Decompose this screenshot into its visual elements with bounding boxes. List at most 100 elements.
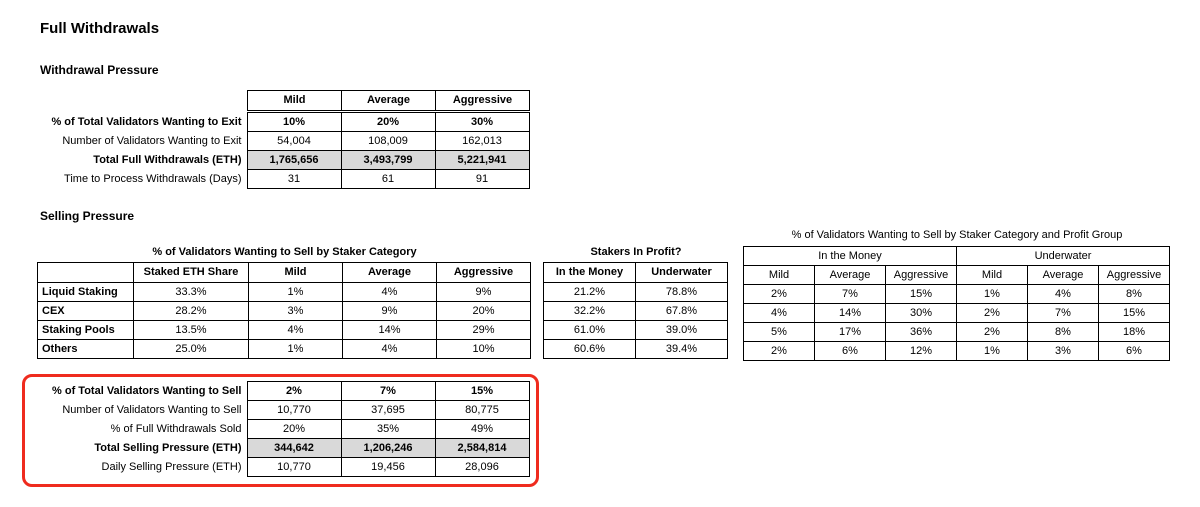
scenario-header-average: Average	[341, 90, 436, 111]
cell: 5,221,941	[434, 150, 530, 170]
cell: 28.2%	[133, 301, 249, 321]
cell: 30%	[885, 303, 957, 323]
cell: 20%	[246, 419, 342, 439]
cell: 4%	[342, 282, 437, 302]
table-row: Staked ETH Share Mild Average Aggressive	[37, 262, 531, 283]
table-row: Total Selling Pressure (ETH) 344,642 1,2…	[1, 438, 530, 458]
table-row: Number of Validators Wanting to Exit 54,…	[1, 131, 530, 151]
cell: 3%	[248, 301, 343, 321]
cell: 15%	[885, 284, 957, 304]
table-row: % of Full Withdrawals Sold 20% 35% 49%	[1, 419, 530, 439]
cell: 1%	[248, 282, 343, 302]
page-title: Full Withdrawals	[40, 20, 160, 37]
subcolumn-header-average: Average	[1027, 265, 1099, 285]
cell: 32.2%	[543, 301, 636, 321]
row-label: Number of Validators Wanting to Exit	[62, 135, 242, 147]
cell: 21.2%	[543, 282, 636, 302]
cell: 12%	[885, 341, 957, 361]
cell: 2%	[956, 303, 1028, 323]
table-row: In the Money Underwater	[743, 246, 1170, 266]
cell: 4%	[743, 303, 815, 323]
cell: 61.0%	[543, 320, 636, 340]
cell: 91	[434, 169, 530, 189]
cell: 1%	[248, 339, 343, 359]
cell: 3%	[1027, 341, 1099, 361]
table-row: Mild Average Aggressive Mild Average Agg…	[743, 265, 1170, 285]
row-label: Daily Selling Pressure (ETH)	[101, 461, 242, 473]
cell: 33.3%	[133, 282, 249, 302]
cell: 17%	[814, 322, 886, 342]
cell: 35%	[340, 419, 436, 439]
cell: 54,004	[246, 131, 342, 151]
cell: 39.0%	[635, 320, 728, 340]
by-category-profit-table: In the Money Underwater Mild Average Agg…	[743, 246, 1170, 361]
table-row: 61.0% 39.0%	[543, 320, 728, 340]
row-label: CEX	[37, 301, 134, 321]
subcolumn-header-mild: Mild	[956, 265, 1028, 285]
table-row: Mild Average Aggressive	[247, 90, 530, 111]
column-header-average: Average	[342, 262, 437, 283]
by-category-table: Staked ETH Share Mild Average Aggressive…	[37, 262, 531, 359]
by-category-profit-title: % of Validators Wanting to Sell by Stake…	[791, 229, 1123, 241]
cell: 60.6%	[543, 339, 636, 359]
cell: 5%	[743, 322, 815, 342]
withdrawal-pressure-table: % of Total Validators Wanting to Exit 10…	[1, 112, 530, 189]
cell: 8%	[1027, 322, 1099, 342]
subcolumn-header-mild: Mild	[743, 265, 815, 285]
subcolumn-header-average: Average	[814, 265, 886, 285]
cell: 4%	[1027, 284, 1099, 304]
row-label: Staking Pools	[37, 320, 134, 340]
table-row: Total Full Withdrawals (ETH) 1,765,656 3…	[1, 150, 530, 170]
cell: 1%	[956, 341, 1028, 361]
cell: 39.4%	[635, 339, 728, 359]
table-row: 5% 17% 36% 2% 8% 18%	[743, 322, 1170, 342]
cell: 49%	[434, 419, 530, 439]
cell: 20%	[436, 301, 531, 321]
column-header-aggressive: Aggressive	[436, 262, 531, 283]
stakers-in-profit-title: Stakers In Profit?	[590, 246, 682, 258]
row-label: Liquid Staking	[37, 282, 134, 302]
cell: 19,456	[340, 457, 436, 477]
table-row: Number of Validators Wanting to Sell 10,…	[1, 400, 530, 420]
cell: 10%	[436, 339, 531, 359]
table-row: Daily Selling Pressure (ETH) 10,770 19,4…	[1, 457, 530, 477]
table-row: 2% 7% 15% 1% 4% 8%	[743, 284, 1170, 304]
table-row: 4% 14% 30% 2% 7% 15%	[743, 303, 1170, 323]
cell: 2,584,814	[434, 438, 530, 458]
cell: 80,775	[434, 400, 530, 420]
withdrawal-pressure-heading: Withdrawal Pressure	[40, 63, 159, 77]
column-header-in-the-money: In the Money	[543, 262, 636, 283]
table-row: In the Money Underwater	[543, 262, 728, 283]
row-label: % of Total Validators Wanting to Sell	[52, 385, 242, 397]
cell: 3,493,799	[340, 150, 436, 170]
cell: 2%	[956, 322, 1028, 342]
row-label: Total Selling Pressure (ETH)	[94, 442, 242, 454]
cell: 1,765,656	[246, 150, 342, 170]
cell: 8%	[1098, 284, 1170, 304]
cell: 30%	[434, 112, 530, 132]
by-category-table-title: % of Validators Wanting to Sell by Stake…	[152, 246, 417, 258]
table-row: Others 25.0% 1% 4% 10%	[37, 339, 531, 359]
cell: 15%	[434, 381, 530, 401]
cell: 7%	[340, 381, 436, 401]
row-label: Others	[37, 339, 134, 359]
cell: 6%	[814, 341, 886, 361]
table-row: Time to Process Withdrawals (Days) 31 61…	[1, 169, 530, 189]
cell: 4%	[342, 339, 437, 359]
cell: 29%	[436, 320, 531, 340]
subcolumn-header-aggressive: Aggressive	[1098, 265, 1170, 285]
cell: 28,096	[434, 457, 530, 477]
selling-totals-table: % of Total Validators Wanting to Sell 2%…	[1, 381, 530, 477]
cell: 18%	[1098, 322, 1170, 342]
column-header-underwater: Underwater	[635, 262, 728, 283]
column-header-mild: Mild	[248, 262, 343, 283]
cell: 162,013	[434, 131, 530, 151]
subcolumn-header-aggressive: Aggressive	[885, 265, 957, 285]
row-label: Time to Process Withdrawals (Days)	[64, 173, 242, 185]
table-row: 2% 6% 12% 1% 3% 6%	[743, 341, 1170, 361]
row-label: % of Full Withdrawals Sold	[110, 423, 242, 435]
cell: 344,642	[246, 438, 342, 458]
cell: 13.5%	[133, 320, 249, 340]
cell: 67.8%	[635, 301, 728, 321]
